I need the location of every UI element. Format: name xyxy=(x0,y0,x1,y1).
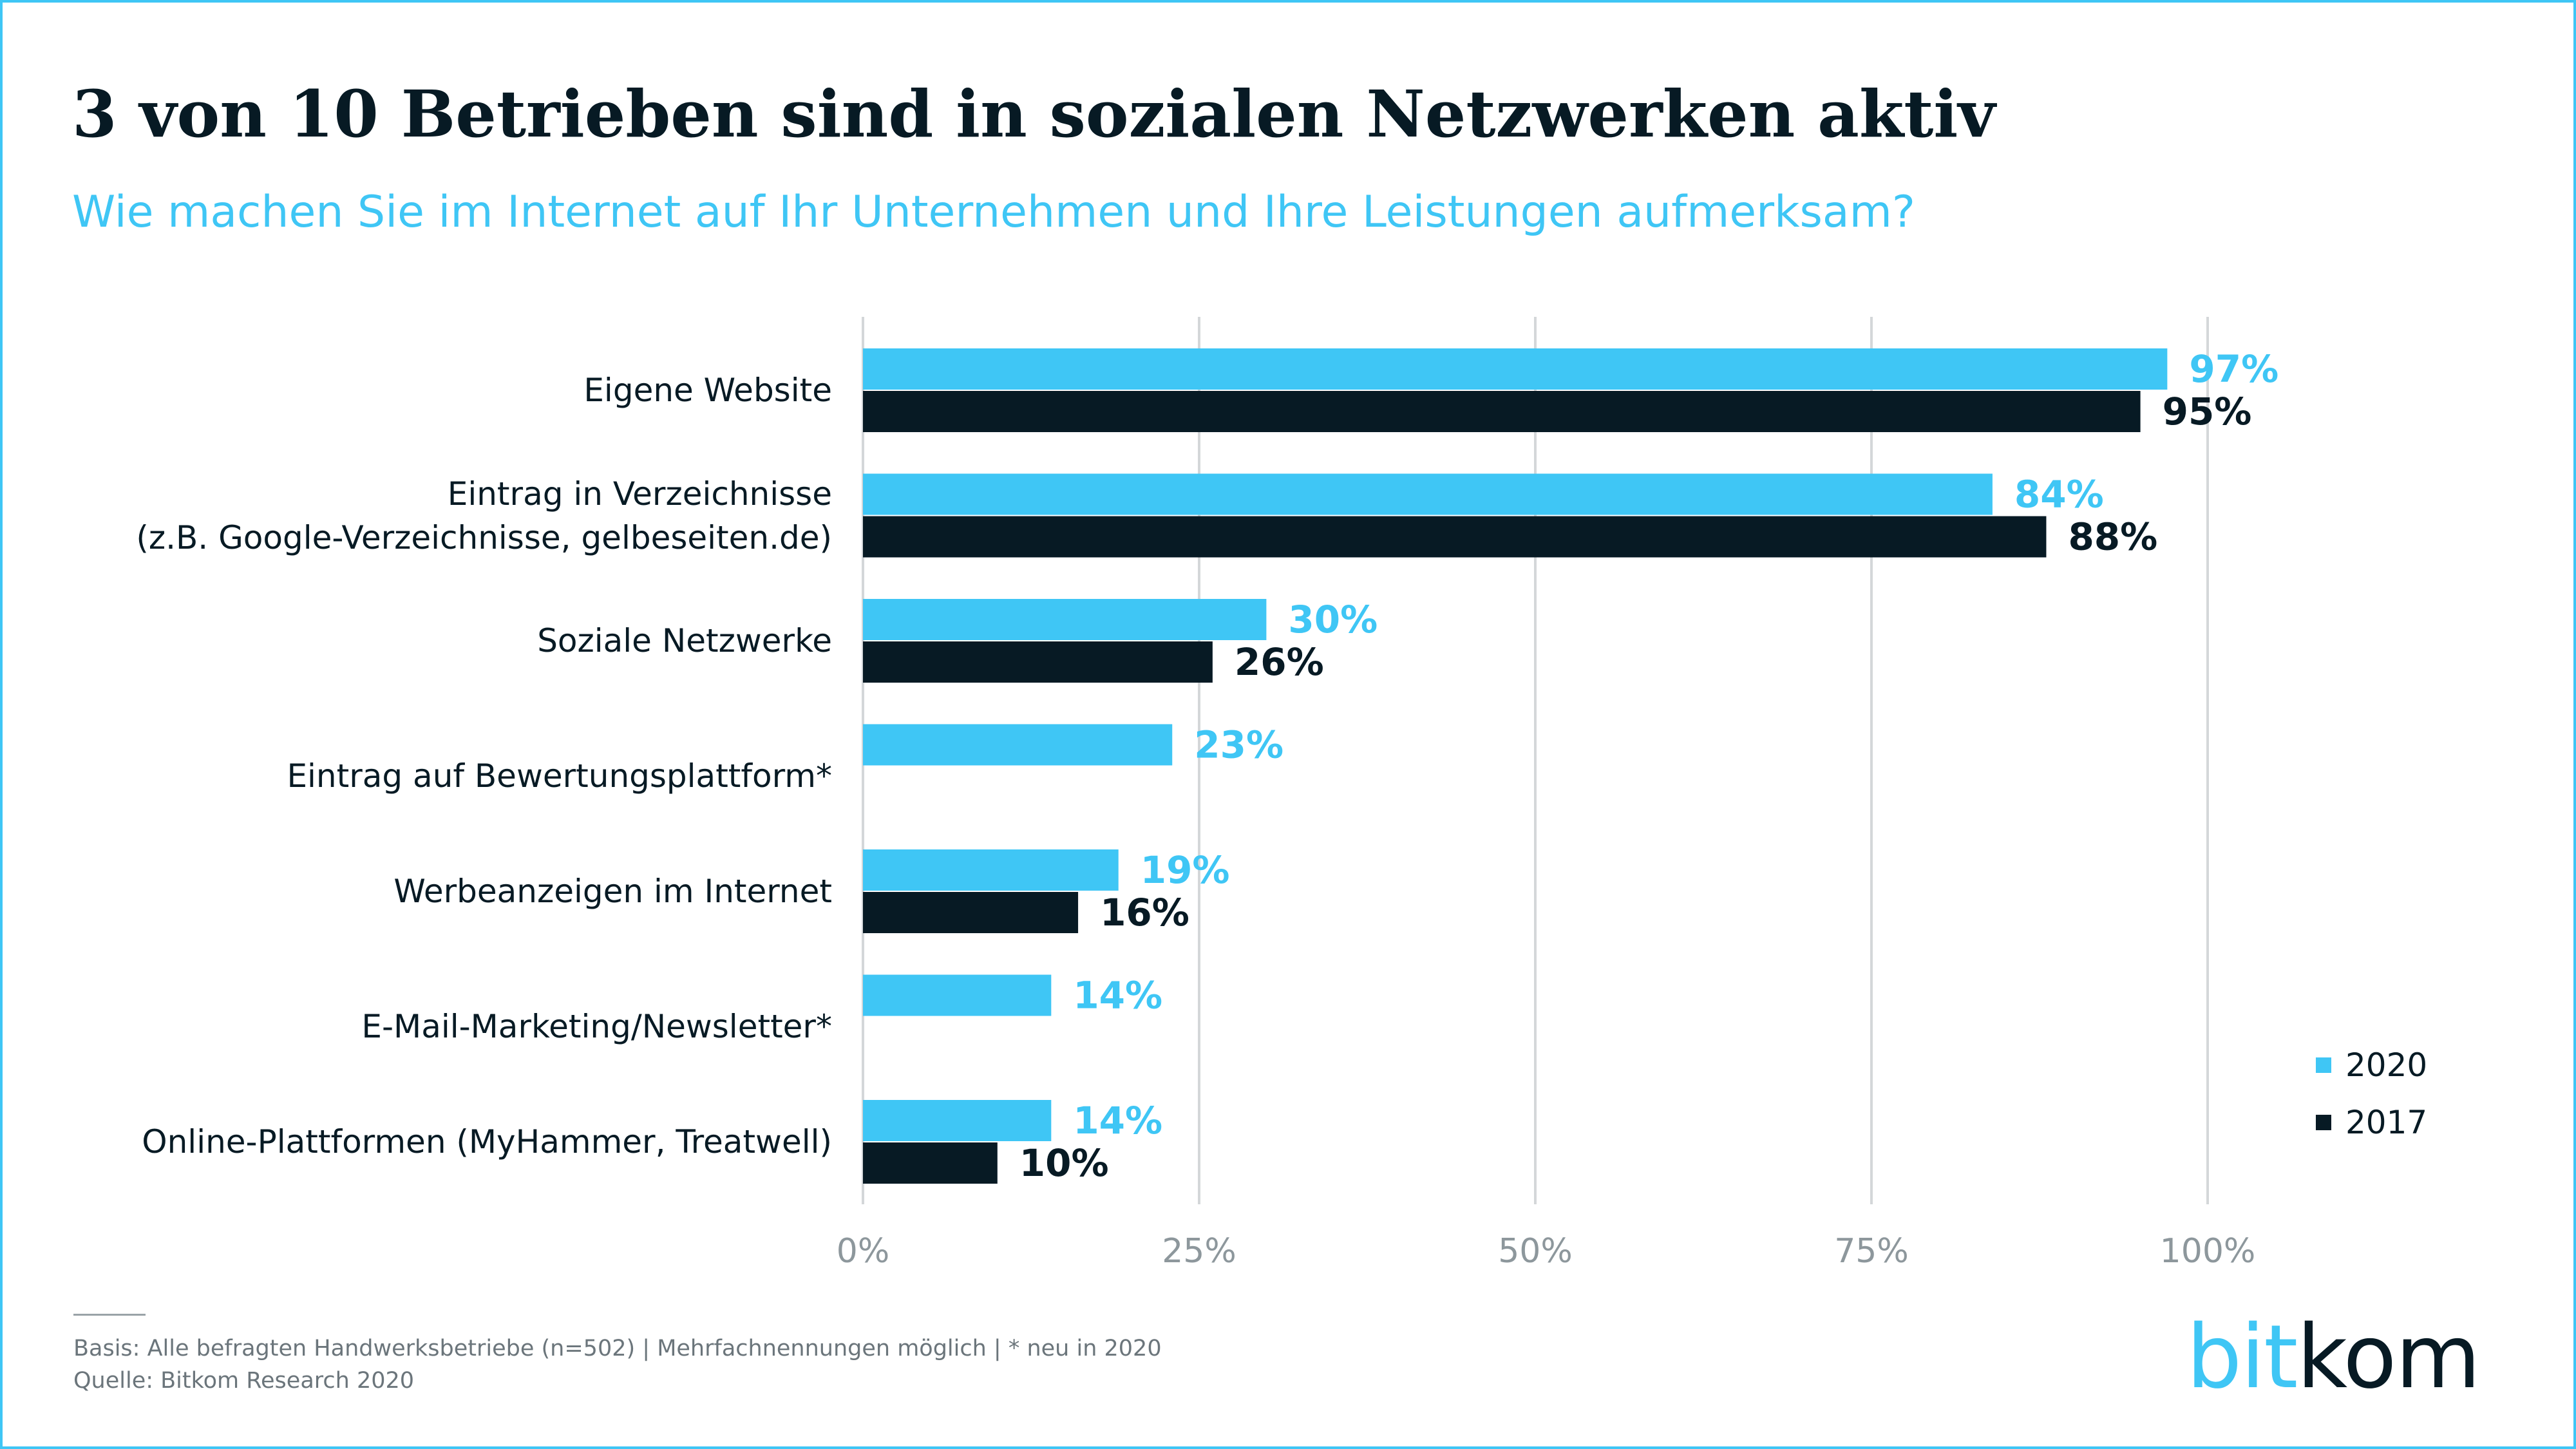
x-tick-label: 50% xyxy=(1498,1232,1573,1271)
category-label: Online-Plattformen (MyHammer, Treatwell) xyxy=(142,1120,832,1164)
category-label: Eintrag auf Bewertungsplattform* xyxy=(287,754,832,798)
category-label: Eintrag in Verzeichnisse (z.B. Google-Ver… xyxy=(136,472,832,560)
footnote-divider xyxy=(73,1314,146,1316)
bar-2020 xyxy=(863,599,1267,640)
legend-swatch-2017 xyxy=(2316,1115,2331,1130)
bar-2017 xyxy=(863,516,2047,558)
bar-2017 xyxy=(863,391,2141,432)
data-label-2020: 84% xyxy=(2014,473,2104,516)
category-label: Werbeanzeigen im Internet xyxy=(393,869,832,913)
footnote-basis: Basis: Alle befragten Handwerksbetriebe … xyxy=(73,1336,1162,1361)
data-label-2020: 14% xyxy=(1073,974,1162,1018)
data-label-2017: 16% xyxy=(1100,891,1189,934)
bitkom-logo: bitkom xyxy=(2186,1314,2481,1401)
chart-subtitle: Wie machen Sie im Internet auf Ihr Unter… xyxy=(72,187,1915,238)
data-label-2020: 23% xyxy=(1194,723,1283,767)
footnote-source: Quelle: Bitkom Research 2020 xyxy=(73,1368,415,1394)
data-label-2020: 14% xyxy=(1073,1099,1162,1142)
category-label-line: E-Mail-Marketing/Newsletter* xyxy=(361,1007,832,1045)
data-label-2017: 26% xyxy=(1235,640,1324,684)
category-label-line: Online-Plattformen (MyHammer, Treatwell) xyxy=(142,1123,832,1160)
category-label-line: Eintrag auf Bewertungsplattform* xyxy=(287,757,832,795)
category-label: E-Mail-Marketing/Newsletter* xyxy=(361,1005,832,1048)
data-label-2017: 95% xyxy=(2163,390,2252,433)
category-label-line: Eigene Website xyxy=(583,372,832,409)
legend-item-2020: 2020 xyxy=(2316,1046,2427,1084)
bar-2020 xyxy=(863,1100,1052,1141)
bar-2020 xyxy=(863,849,1119,891)
category-label-line: (z.B. Google-Verzeichnisse, gelbeseiten.… xyxy=(136,518,832,556)
category-label-line: Werbeanzeigen im Internet xyxy=(393,873,832,910)
bar-2020 xyxy=(863,473,1993,515)
category-label-line: Soziale Netzwerke xyxy=(537,622,832,659)
category-label: Eigene Website xyxy=(583,368,832,412)
legend-label-2020: 2020 xyxy=(2345,1046,2428,1084)
logo-part-kom: kom xyxy=(2297,1307,2481,1408)
data-label-2017: 88% xyxy=(2068,515,2157,559)
bar-2020 xyxy=(863,724,1173,766)
x-tick-label: 75% xyxy=(1834,1232,1909,1271)
chart-title: 3 von 10 Betrieben sind in sozialen Netz… xyxy=(72,76,1996,152)
data-label-2020: 19% xyxy=(1141,848,1230,892)
bar-2017 xyxy=(863,892,1079,933)
x-tick-label: 100% xyxy=(2160,1232,2256,1271)
bar-2017 xyxy=(863,1142,998,1184)
legend-swatch-2020 xyxy=(2316,1057,2331,1073)
category-label: Soziale Netzwerke xyxy=(537,619,832,663)
data-label-2020: 30% xyxy=(1288,598,1378,641)
category-label-line: Eintrag in Verzeichnisse xyxy=(447,475,832,513)
legend-label-2017: 2017 xyxy=(2345,1104,2428,1141)
data-label-2020: 97% xyxy=(2189,347,2278,391)
legend-item-2017: 2017 xyxy=(2316,1104,2427,1141)
x-tick-label: 25% xyxy=(1162,1232,1236,1271)
bar-2020 xyxy=(863,348,2168,390)
x-tick-label: 0% xyxy=(837,1232,890,1271)
data-label-2017: 10% xyxy=(1019,1141,1109,1185)
logo-part-bit: bit xyxy=(2186,1307,2298,1408)
bar-2017 xyxy=(863,641,1213,683)
bar-2020 xyxy=(863,974,1052,1016)
